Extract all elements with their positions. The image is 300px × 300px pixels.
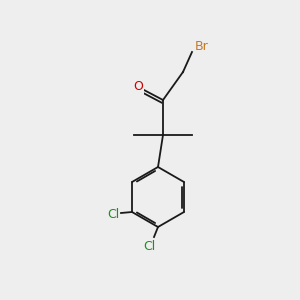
Text: O: O: [133, 80, 143, 94]
Text: Br: Br: [195, 40, 209, 52]
Text: Cl: Cl: [143, 241, 155, 254]
Text: Cl: Cl: [107, 208, 119, 220]
